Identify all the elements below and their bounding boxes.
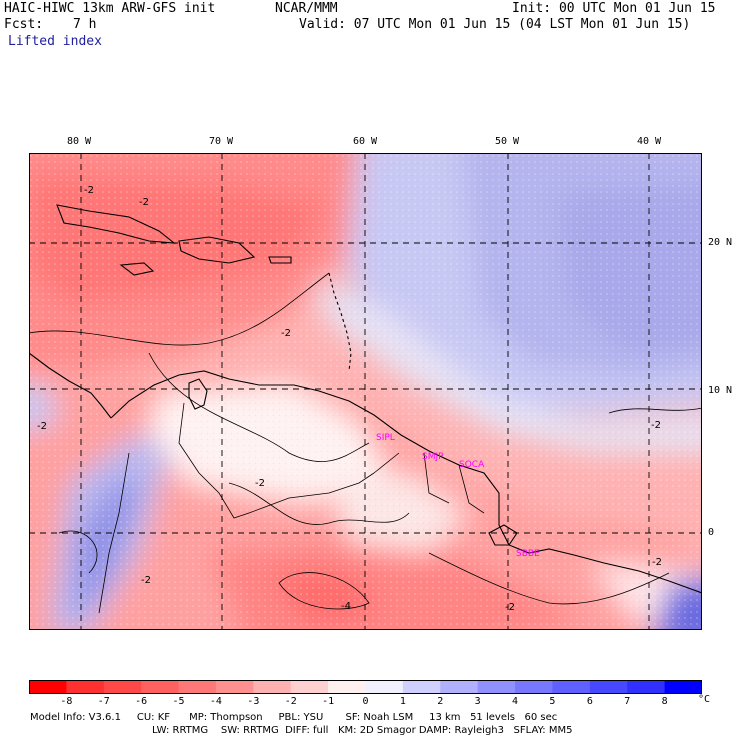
colorbar-swatch (103, 680, 142, 694)
colorbar-tick-label: -7 (97, 696, 110, 707)
colorbar-tick-label: 8 (661, 696, 668, 707)
colorbar-swatch (215, 680, 254, 694)
colorbar-tick-label: 1 (399, 696, 406, 707)
border-venezuela-brazil (248, 472, 375, 514)
antilles-chain (328, 272, 352, 372)
init-time: Init: 00 UTC Mon 01 Jun 15 (512, 1, 716, 16)
colorbar-swatch (477, 680, 516, 694)
cuba-coast (56, 204, 176, 244)
colorbar-swatch (515, 680, 553, 694)
colorbar-tick-label: 6 (586, 696, 593, 707)
hispaniola-coast (178, 236, 256, 264)
colorbar-swatch (178, 680, 217, 694)
center-label: NCAR/MMM (275, 1, 338, 16)
footer-line-2: LW: RRTMG SW: RRTMG DIFF: full KM: 2D Sm… (152, 725, 573, 736)
field-name: Lifted index (8, 34, 102, 49)
colorbar-tick-label: 5 (549, 696, 556, 707)
footer-line-1: Model Info: V3.6.1 CU: KF MP: Thompson P… (30, 712, 558, 723)
lifted-index-map: -2 -2 -2 -2 -2 -4 -2 -2 -2 -2 SIPL SMJP … (29, 153, 702, 630)
border-colombia-venezuela (178, 402, 250, 519)
colorbar-swatch (253, 680, 292, 694)
model-title: HAIC-HIWC 13km ARW-GFS init (4, 1, 216, 16)
colorbar-tick-label: -2 (284, 696, 297, 707)
amazon-mouth (488, 524, 518, 546)
colorbar-tick-label: 7 (624, 696, 631, 707)
colorbar-swatch (627, 680, 666, 694)
lon-label-50w: 50 W (495, 136, 520, 147)
contour-label: -2 (651, 420, 661, 431)
contour-label: -2 (37, 421, 47, 432)
colorbar-swatch (29, 680, 67, 694)
lat-label-20n: 20 N (708, 237, 733, 248)
lon-label-60w: 60 W (353, 136, 378, 147)
contour-label: -2 (281, 328, 291, 339)
valid-time: Valid: 07 UTC Mon 01 Jun 15 (04 LST Mon … (299, 17, 691, 32)
colorbar-swatch (290, 680, 329, 694)
colorbar-swatch (402, 680, 441, 694)
colorbar-unit: °C (698, 694, 711, 705)
colorbar-swatch (365, 680, 404, 694)
contour-label: -2 (255, 478, 265, 489)
lat-label-0: 0 (708, 527, 715, 538)
border-guianas (373, 452, 485, 514)
contour-label: -2 (139, 197, 149, 208)
lat-label-10n: 10 N (708, 385, 733, 396)
station-label: SMJP (422, 452, 444, 462)
colorbar-tick-label: -4 (209, 696, 222, 707)
contour-label: -2 (652, 557, 662, 568)
colorbar (29, 680, 702, 694)
lat-lon-grid (29, 153, 702, 630)
colorbar-tick-label: 3 (474, 696, 481, 707)
border-andes (98, 452, 130, 614)
coastlines (29, 204, 702, 614)
forecast-hour: 7 h (73, 17, 97, 32)
colorbar-tick-label: 2 (437, 696, 444, 707)
colorbar-tick-label: -1 (322, 696, 335, 707)
contour-label: -2 (84, 185, 94, 196)
colorbar-tick-label: -6 (135, 696, 148, 707)
colorbar-tick-label: -5 (172, 696, 185, 707)
lon-label-80w: 80 W (67, 136, 92, 147)
lon-label-40w: 40 W (637, 136, 662, 147)
colorbar-swatch (66, 680, 105, 694)
contour-label: -2 (141, 575, 151, 586)
colorbar-swatch (664, 680, 702, 694)
station-label: SOCA (459, 460, 485, 470)
lon-label-70w: 70 W (209, 136, 234, 147)
colorbar-tick-label: 4 (512, 696, 519, 707)
colorbar-swatch (141, 680, 180, 694)
contour-label: -4 (341, 601, 351, 612)
colorbar-swatch (552, 680, 591, 694)
colorbar-tick-label: -8 (60, 696, 73, 707)
south-america-coast (110, 370, 702, 594)
colorbar-swatch (328, 680, 366, 694)
colorbar-tick-label: 0 (362, 696, 369, 707)
colorbar-swatch (440, 680, 479, 694)
forecast-label: Fcst: (4, 17, 44, 32)
jamaica-coast (119, 262, 155, 276)
puerto-rico-coast (268, 256, 292, 264)
contour-label: -2 (505, 602, 515, 613)
colorbar-swatch (589, 680, 628, 694)
li-contours (29, 272, 702, 610)
colorbar-frame (29, 680, 702, 694)
central-america-coast (29, 352, 112, 419)
lake-maracaibo (188, 378, 208, 410)
station-label: SBBE (516, 549, 540, 559)
station-label: SIPL (376, 433, 395, 443)
colorbar-tick-label: -3 (247, 696, 260, 707)
